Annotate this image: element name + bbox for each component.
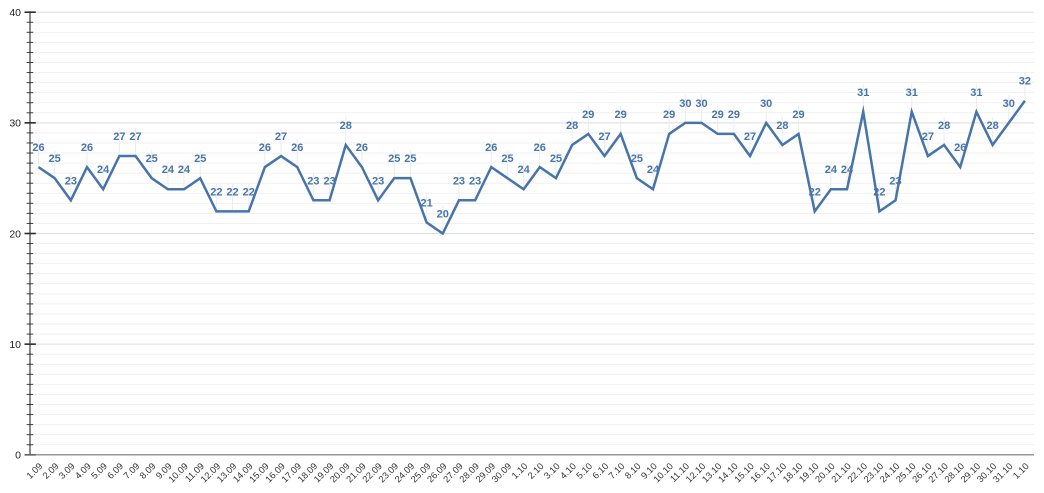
svg-text:6.09: 6.09 [105,461,125,481]
svg-text:4.09: 4.09 [73,461,93,481]
svg-text:29: 29 [712,109,724,121]
svg-text:27: 27 [129,131,141,143]
svg-text:25: 25 [404,153,416,165]
svg-text:25: 25 [501,153,513,165]
svg-text:20: 20 [437,209,449,221]
svg-text:8.09: 8.09 [138,461,158,481]
svg-text:7.10: 7.10 [607,461,627,481]
svg-text:23: 23 [469,175,481,187]
svg-text:30: 30 [9,118,21,130]
svg-text:22: 22 [210,186,222,198]
svg-text:2.10: 2.10 [526,461,546,481]
svg-text:10: 10 [9,339,21,351]
svg-text:26: 26 [291,142,303,154]
svg-text:25: 25 [194,153,206,165]
svg-text:2.09: 2.09 [41,461,61,481]
svg-text:1.10: 1.10 [510,461,530,481]
svg-text:24: 24 [162,164,175,176]
svg-text:27: 27 [598,131,610,143]
svg-text:24: 24 [97,164,110,176]
svg-text:29: 29 [582,109,594,121]
svg-text:31: 31 [906,87,918,99]
svg-text:5.09: 5.09 [89,461,109,481]
svg-text:30: 30 [1003,98,1015,110]
svg-text:31: 31 [857,87,869,99]
svg-text:26: 26 [81,142,93,154]
svg-text:23: 23 [372,175,384,187]
svg-text:24: 24 [841,164,854,176]
svg-text:1.10: 1.10 [1011,461,1031,481]
svg-text:23: 23 [889,175,901,187]
svg-text:25: 25 [631,153,643,165]
svg-text:22: 22 [226,186,238,198]
svg-text:24: 24 [825,164,838,176]
svg-text:0: 0 [15,450,21,462]
svg-text:7.09: 7.09 [122,461,142,481]
svg-text:23: 23 [65,175,77,187]
svg-text:22: 22 [809,186,821,198]
svg-text:30: 30 [679,98,691,110]
svg-text:32: 32 [1019,76,1031,88]
svg-text:27: 27 [275,131,287,143]
svg-text:25: 25 [550,153,562,165]
svg-text:5.10: 5.10 [574,461,594,481]
svg-text:6.10: 6.10 [591,461,611,481]
svg-text:30: 30 [760,98,772,110]
svg-text:26: 26 [356,142,368,154]
svg-text:20: 20 [9,228,21,240]
svg-text:26: 26 [954,142,966,154]
svg-text:26: 26 [32,142,44,154]
svg-text:40: 40 [9,7,21,19]
svg-text:23: 23 [323,175,335,187]
svg-text:27: 27 [922,131,934,143]
svg-text:26: 26 [534,142,546,154]
svg-text:31: 31 [970,87,982,99]
svg-text:29: 29 [792,109,804,121]
svg-text:8.10: 8.10 [623,461,643,481]
svg-text:23: 23 [453,175,465,187]
svg-text:22: 22 [243,186,255,198]
svg-text:27: 27 [744,131,756,143]
svg-text:30: 30 [695,98,707,110]
svg-text:25: 25 [146,153,158,165]
svg-text:24: 24 [178,164,191,176]
svg-text:22: 22 [873,186,885,198]
svg-text:29: 29 [663,109,675,121]
svg-text:25: 25 [388,153,400,165]
svg-text:26: 26 [485,142,497,154]
svg-text:26: 26 [259,142,271,154]
svg-text:3.10: 3.10 [542,461,562,481]
svg-text:24: 24 [647,164,660,176]
svg-text:25: 25 [49,153,61,165]
svg-text:3.09: 3.09 [57,461,77,481]
svg-text:27: 27 [113,131,125,143]
svg-text:28: 28 [340,120,352,132]
svg-text:29: 29 [728,109,740,121]
svg-text:28: 28 [776,120,788,132]
svg-text:4.10: 4.10 [558,461,578,481]
svg-text:21: 21 [420,197,432,209]
svg-text:28: 28 [566,120,578,132]
svg-text:24: 24 [518,164,531,176]
svg-text:29: 29 [615,109,627,121]
svg-text:28: 28 [938,120,950,132]
svg-text:1.09: 1.09 [25,461,45,481]
svg-text:23: 23 [307,175,319,187]
svg-text:28: 28 [986,120,998,132]
